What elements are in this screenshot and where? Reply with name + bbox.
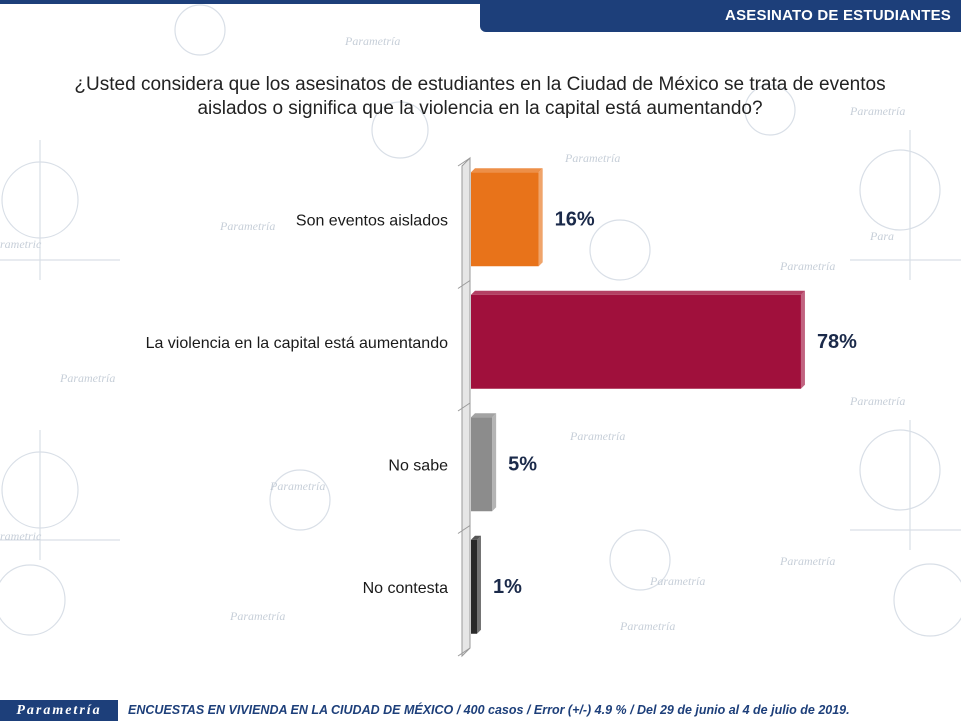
bar-face-1 — [471, 294, 801, 389]
chart-axis — [457, 156, 471, 658]
svg-text:Parametría: Parametría — [269, 479, 325, 493]
svg-text:Parametría: Parametría — [59, 371, 115, 385]
value-label-2: 5% — [508, 453, 537, 475]
bar-face-0 — [471, 172, 539, 267]
bar-1 — [471, 290, 805, 389]
header-title: ASESINATO DE ESTUDIANTES — [725, 7, 951, 24]
question-line-2: aislados o significa que la violencia en… — [197, 98, 763, 119]
bar-top-2 — [471, 413, 497, 418]
bar-top-1 — [471, 290, 805, 295]
svg-text:Parametría: Parametría — [779, 259, 835, 273]
svg-text:rametric: rametric — [0, 237, 42, 251]
bar-side-2 — [492, 413, 497, 512]
bar-face-2 — [471, 417, 493, 512]
category-label-2: No sabe — [388, 457, 448, 474]
question-text: ¿Usted considera que los asesinatos de e… — [40, 73, 920, 121]
question-line-1: ¿Usted considera que los asesinatos de e… — [74, 74, 886, 95]
svg-text:Parametría: Parametría — [564, 151, 620, 165]
category-label-1: La violencia en la capital está aumentan… — [146, 335, 449, 352]
value-label-1: 78% — [817, 331, 857, 353]
category-label-0: Son eventos aislados — [296, 212, 448, 229]
bar-top-0 — [471, 168, 543, 173]
value-label-0: 16% — [555, 208, 595, 230]
svg-text:rametric: rametric — [0, 529, 42, 543]
svg-text:Parametría: Parametría — [849, 104, 905, 118]
svg-text:Parametría: Parametría — [569, 429, 625, 443]
bar-side-1 — [800, 290, 805, 389]
svg-text:Parametría: Parametría — [779, 554, 835, 568]
bar-face-3 — [471, 539, 477, 634]
footer-logo: Parametría — [0, 700, 118, 721]
svg-text:Parametría: Parametría — [619, 619, 675, 633]
svg-text:Parametría: Parametría — [344, 34, 400, 48]
bar-0 — [471, 168, 543, 267]
svg-text:Para: Para — [869, 229, 894, 243]
footer-note: ENCUESTAS EN VIVIENDA EN LA CIUDAD DE MÉ… — [128, 703, 850, 717]
bar-side-3 — [477, 535, 481, 634]
svg-text:Parametría: Parametría — [219, 219, 275, 233]
svg-text:Parametría: Parametría — [649, 574, 705, 588]
bar-side-0 — [538, 168, 543, 267]
bar-top-3 — [471, 535, 481, 540]
bar-2 — [471, 413, 497, 512]
value-label-3: 1% — [493, 576, 522, 598]
header-bar: ASESINATO DE ESTUDIANTES — [480, 0, 961, 32]
bar-3 — [471, 535, 481, 634]
category-label-3: No contesta — [363, 580, 448, 597]
svg-text:Parametría: Parametría — [229, 609, 285, 623]
svg-text:Parametría: Parametría — [849, 394, 905, 408]
